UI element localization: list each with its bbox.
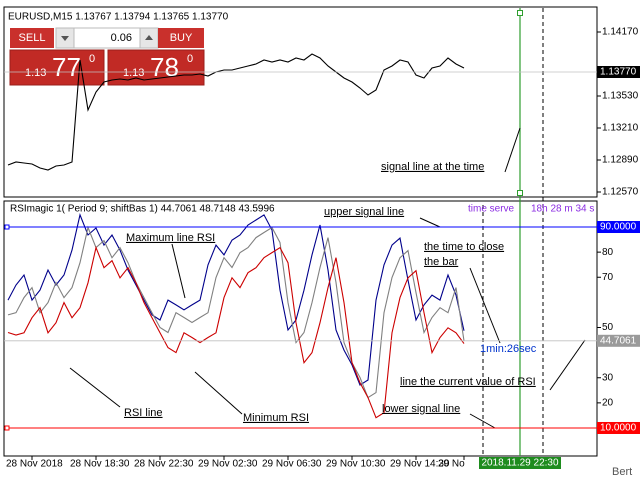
ask-pips: 78 bbox=[150, 52, 179, 82]
y-tick-label: 70 bbox=[602, 272, 614, 283]
annotation: RSI line bbox=[124, 407, 163, 419]
price-line bbox=[7, 53, 465, 171]
pointer bbox=[194, 371, 243, 415]
y-tick-label: 1.12570 bbox=[602, 187, 639, 198]
pointer bbox=[69, 367, 121, 408]
cursor-handle bbox=[517, 190, 523, 196]
x-tick-label: 29 No bbox=[438, 459, 465, 470]
signal-box bbox=[597, 421, 640, 434]
pointer bbox=[469, 413, 496, 429]
current-price-label: 1.13770 bbox=[600, 67, 637, 78]
bid-pips: 77 bbox=[52, 52, 81, 82]
ask-big: 1.13 bbox=[123, 67, 144, 79]
y-tick-label: 20 bbox=[602, 398, 614, 409]
price-panel bbox=[3, 6, 598, 198]
buy-label: BUY bbox=[170, 32, 193, 44]
bid-box[interactable] bbox=[9, 49, 105, 86]
signal-box bbox=[597, 221, 640, 234]
pointer bbox=[171, 243, 186, 299]
current-price-box bbox=[597, 66, 640, 78]
rsi-line bbox=[7, 213, 465, 386]
y-tick-label: 30 bbox=[602, 372, 614, 383]
bid-big: 1.13 bbox=[25, 67, 46, 79]
x-tick-label: 29 Nov 14:30 bbox=[390, 459, 450, 470]
bid-frac: 0 bbox=[89, 53, 95, 65]
pointer bbox=[504, 127, 521, 173]
footer-tab: Bert bbox=[612, 466, 632, 478]
cursor-time-box bbox=[479, 457, 561, 469]
annotation: the time to close bbox=[424, 241, 504, 253]
y-tick-label: 50 bbox=[602, 322, 614, 333]
signal-marker bbox=[4, 224, 10, 230]
x-tick-label: 28 Nov 2018 bbox=[6, 459, 63, 470]
cursor-handle bbox=[517, 10, 523, 16]
sell-button[interactable] bbox=[10, 28, 54, 48]
annotation: 1min:26sec bbox=[480, 343, 537, 355]
rsi-panel bbox=[3, 200, 598, 457]
y-tick-label: 1.13210 bbox=[602, 123, 639, 134]
timer-value: 18h 28 m 34 s bbox=[531, 204, 594, 215]
arrow-icon bbox=[145, 35, 153, 40]
annotation: signal line at the time bbox=[381, 161, 484, 173]
pointer bbox=[469, 267, 501, 344]
y-tick-label: 1.14170 bbox=[602, 27, 639, 38]
buy-button[interactable] bbox=[158, 28, 204, 48]
pointers bbox=[69, 127, 586, 429]
annotation: the bar bbox=[424, 256, 459, 268]
lot-value: 0.06 bbox=[111, 32, 132, 44]
pointer bbox=[549, 339, 586, 391]
annotation: lower signal line bbox=[382, 403, 460, 415]
ask-frac: 0 bbox=[187, 53, 193, 65]
signal-label: 10.0000 bbox=[600, 423, 637, 434]
annotation: line the current value of RSI bbox=[400, 376, 536, 388]
y-tick-label: 1.12890 bbox=[602, 155, 639, 166]
annotation: Minimum RSI bbox=[243, 412, 309, 424]
current-value-box bbox=[597, 334, 640, 347]
current-value-label: 44.7061 bbox=[600, 335, 637, 346]
arrow-icon bbox=[61, 36, 69, 41]
signal-marker bbox=[4, 425, 10, 431]
y-tick-label: 80 bbox=[602, 247, 614, 258]
y-tick-label: 1.13530 bbox=[602, 91, 639, 102]
x-tick-label: 28 Nov 18:30 bbox=[70, 459, 130, 470]
x-tick-label: 29 Nov 02:30 bbox=[198, 459, 258, 470]
rsi-line bbox=[7, 245, 465, 419]
pointer bbox=[419, 217, 441, 228]
rsi-line bbox=[7, 225, 465, 399]
cursor-time-label: 2018.11.29 22:30 bbox=[481, 458, 559, 469]
sell-label: SELL bbox=[19, 32, 46, 44]
annotation: Maximum line RSI bbox=[126, 232, 215, 244]
symbol-title: EURUSD,M15 1.13767 1.13794 1.13765 1.137… bbox=[8, 12, 229, 23]
signal-label: 90.0000 bbox=[600, 222, 637, 233]
annotation: upper signal line bbox=[324, 206, 404, 218]
trade-panel: SELL 0.06 BUY 1.13 77 0 1.13 78 0 bbox=[9, 27, 205, 86]
timer-label: time serve bbox=[468, 204, 515, 215]
x-tick-label: 29 Nov 10:30 bbox=[326, 459, 386, 470]
x-tick-label: 28 Nov 22:30 bbox=[134, 459, 194, 470]
indicator-title: RSImagic 1( Period 9; shiftBas 1) 44.706… bbox=[10, 204, 275, 215]
x-tick-label: 29 Nov 06:30 bbox=[262, 459, 322, 470]
